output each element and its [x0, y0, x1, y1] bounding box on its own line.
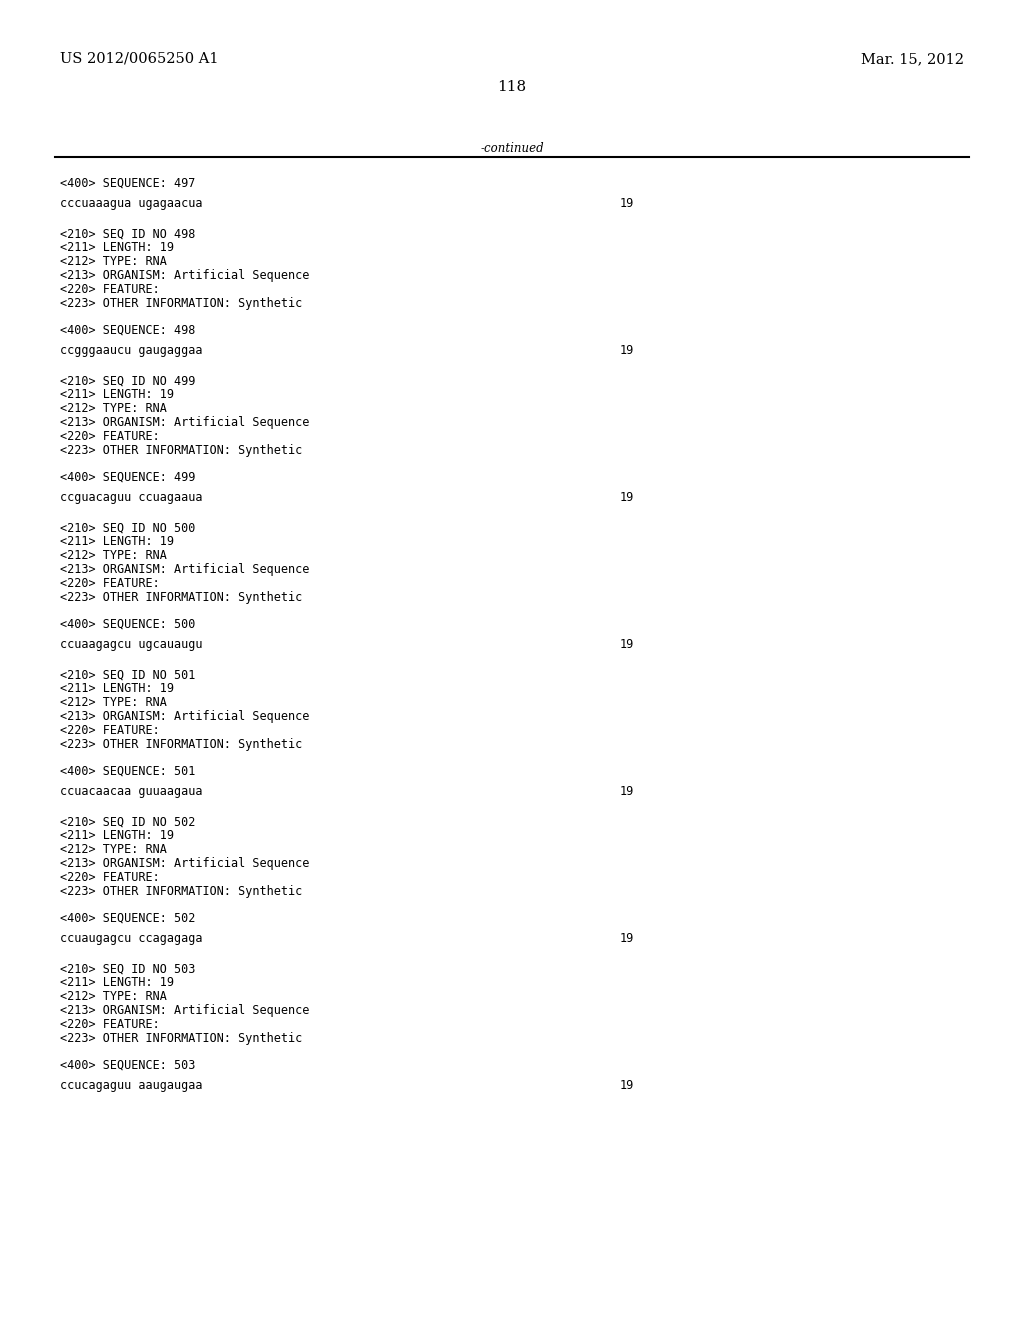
- Text: 19: 19: [620, 491, 634, 504]
- Text: US 2012/0065250 A1: US 2012/0065250 A1: [60, 51, 218, 66]
- Text: 19: 19: [620, 197, 634, 210]
- Text: <223> OTHER INFORMATION: Synthetic: <223> OTHER INFORMATION: Synthetic: [60, 886, 302, 899]
- Text: cccuaaagua ugagaacua: cccuaaagua ugagaacua: [60, 197, 203, 210]
- Text: <213> ORGANISM: Artificial Sequence: <213> ORGANISM: Artificial Sequence: [60, 416, 309, 429]
- Text: <210> SEQ ID NO 500: <210> SEQ ID NO 500: [60, 521, 196, 535]
- Text: <212> TYPE: RNA: <212> TYPE: RNA: [60, 990, 167, 1003]
- Text: <400> SEQUENCE: 501: <400> SEQUENCE: 501: [60, 766, 196, 777]
- Text: ccuaagagcu ugcauaugu: ccuaagagcu ugcauaugu: [60, 638, 203, 651]
- Text: <400> SEQUENCE: 503: <400> SEQUENCE: 503: [60, 1059, 196, 1072]
- Text: -continued: -continued: [480, 143, 544, 154]
- Text: <211> LENGTH: 19: <211> LENGTH: 19: [60, 829, 174, 842]
- Text: <210> SEQ ID NO 498: <210> SEQ ID NO 498: [60, 227, 196, 240]
- Text: 19: 19: [620, 784, 634, 797]
- Text: <220> FEATURE:: <220> FEATURE:: [60, 871, 160, 884]
- Text: <400> SEQUENCE: 499: <400> SEQUENCE: 499: [60, 471, 196, 484]
- Text: <211> LENGTH: 19: <211> LENGTH: 19: [60, 242, 174, 255]
- Text: ccuacaacaa guuaagaua: ccuacaacaa guuaagaua: [60, 784, 203, 797]
- Text: <211> LENGTH: 19: <211> LENGTH: 19: [60, 977, 174, 990]
- Text: <212> TYPE: RNA: <212> TYPE: RNA: [60, 255, 167, 268]
- Text: <211> LENGTH: 19: <211> LENGTH: 19: [60, 682, 174, 696]
- Text: <212> TYPE: RNA: <212> TYPE: RNA: [60, 549, 167, 562]
- Text: <220> FEATURE:: <220> FEATURE:: [60, 725, 160, 738]
- Text: <400> SEQUENCE: 498: <400> SEQUENCE: 498: [60, 323, 196, 337]
- Text: <210> SEQ ID NO 501: <210> SEQ ID NO 501: [60, 668, 196, 681]
- Text: <223> OTHER INFORMATION: Synthetic: <223> OTHER INFORMATION: Synthetic: [60, 591, 302, 605]
- Text: <211> LENGTH: 19: <211> LENGTH: 19: [60, 536, 174, 548]
- Text: <220> FEATURE:: <220> FEATURE:: [60, 577, 160, 590]
- Text: <213> ORGANISM: Artificial Sequence: <213> ORGANISM: Artificial Sequence: [60, 1005, 309, 1018]
- Text: <211> LENGTH: 19: <211> LENGTH: 19: [60, 388, 174, 401]
- Text: ccgggaaucu gaugaggaa: ccgggaaucu gaugaggaa: [60, 343, 203, 356]
- Text: <223> OTHER INFORMATION: Synthetic: <223> OTHER INFORMATION: Synthetic: [60, 445, 302, 458]
- Text: <220> FEATURE:: <220> FEATURE:: [60, 430, 160, 444]
- Text: <212> TYPE: RNA: <212> TYPE: RNA: [60, 843, 167, 857]
- Text: ccuaugagcu ccagagaga: ccuaugagcu ccagagaga: [60, 932, 203, 945]
- Text: <213> ORGANISM: Artificial Sequence: <213> ORGANISM: Artificial Sequence: [60, 564, 309, 577]
- Text: <400> SEQUENCE: 497: <400> SEQUENCE: 497: [60, 177, 196, 190]
- Text: <210> SEQ ID NO 499: <210> SEQ ID NO 499: [60, 375, 196, 387]
- Text: 19: 19: [620, 343, 634, 356]
- Text: 19: 19: [620, 1078, 634, 1092]
- Text: <220> FEATURE:: <220> FEATURE:: [60, 284, 160, 297]
- Text: <400> SEQUENCE: 500: <400> SEQUENCE: 500: [60, 618, 196, 631]
- Text: <212> TYPE: RNA: <212> TYPE: RNA: [60, 697, 167, 709]
- Text: <212> TYPE: RNA: <212> TYPE: RNA: [60, 403, 167, 416]
- Text: ccucagaguu aaugaugaa: ccucagaguu aaugaugaa: [60, 1078, 203, 1092]
- Text: <223> OTHER INFORMATION: Synthetic: <223> OTHER INFORMATION: Synthetic: [60, 1032, 302, 1045]
- Text: Mar. 15, 2012: Mar. 15, 2012: [861, 51, 964, 66]
- Text: <213> ORGANISM: Artificial Sequence: <213> ORGANISM: Artificial Sequence: [60, 269, 309, 282]
- Text: <400> SEQUENCE: 502: <400> SEQUENCE: 502: [60, 912, 196, 925]
- Text: 19: 19: [620, 638, 634, 651]
- Text: <213> ORGANISM: Artificial Sequence: <213> ORGANISM: Artificial Sequence: [60, 710, 309, 723]
- Text: 118: 118: [498, 81, 526, 94]
- Text: <213> ORGANISM: Artificial Sequence: <213> ORGANISM: Artificial Sequence: [60, 858, 309, 870]
- Text: <210> SEQ ID NO 503: <210> SEQ ID NO 503: [60, 962, 196, 975]
- Text: <223> OTHER INFORMATION: Synthetic: <223> OTHER INFORMATION: Synthetic: [60, 297, 302, 310]
- Text: <220> FEATURE:: <220> FEATURE:: [60, 1019, 160, 1031]
- Text: ccguacaguu ccuagaaua: ccguacaguu ccuagaaua: [60, 491, 203, 504]
- Text: <210> SEQ ID NO 502: <210> SEQ ID NO 502: [60, 816, 196, 829]
- Text: <223> OTHER INFORMATION: Synthetic: <223> OTHER INFORMATION: Synthetic: [60, 738, 302, 751]
- Text: 19: 19: [620, 932, 634, 945]
